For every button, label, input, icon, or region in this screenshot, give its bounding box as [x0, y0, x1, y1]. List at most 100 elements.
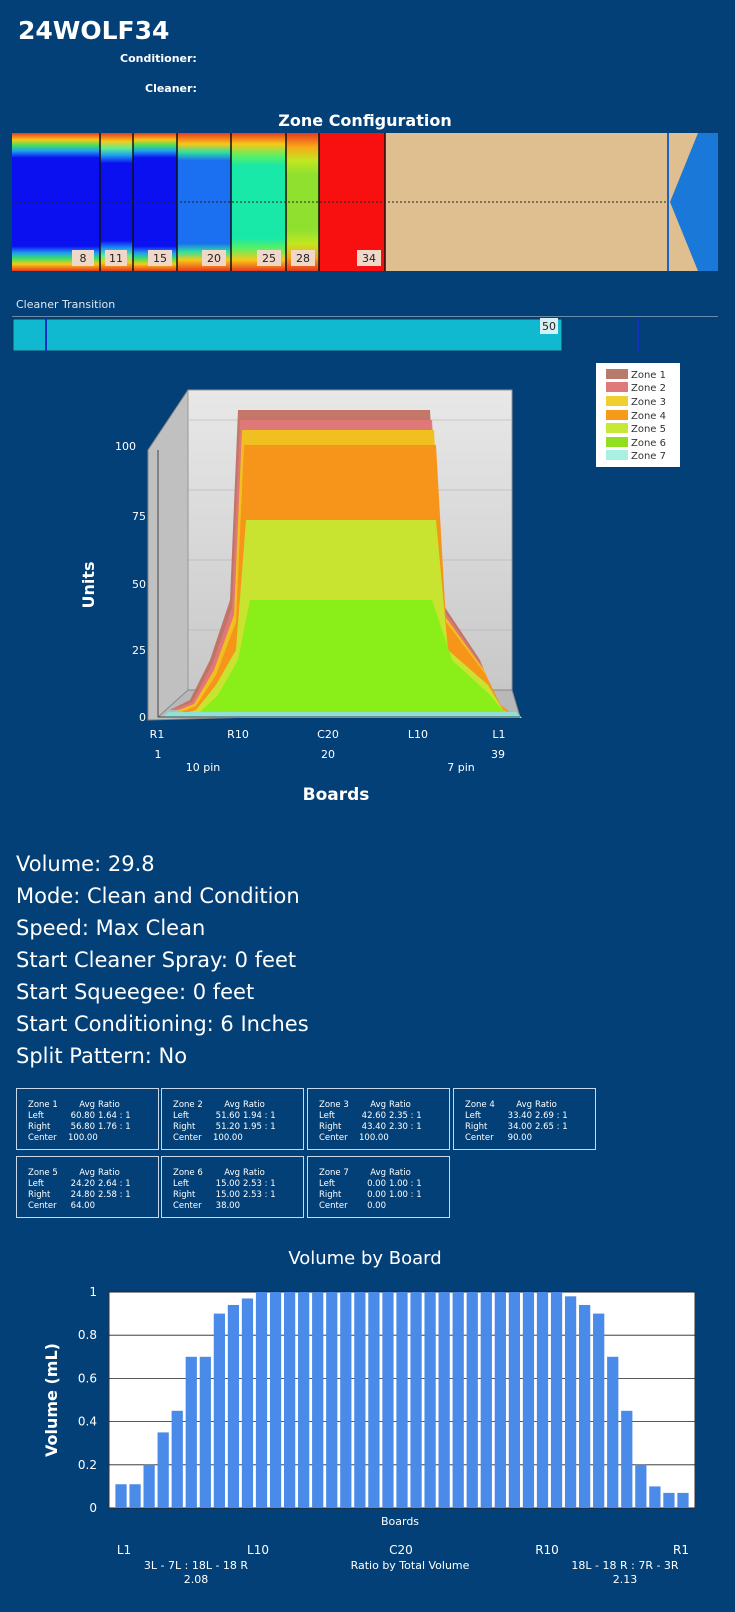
zone-ratio-cell: 1.00 : 1 — [389, 1190, 422, 1200]
zone-ratio-cell: 100.00 — [213, 1133, 243, 1143]
bar — [635, 1464, 647, 1508]
bar — [382, 1292, 394, 1508]
zone-ratio-cell: Right — [465, 1122, 488, 1132]
zone-ratio-cell: Right — [173, 1190, 196, 1200]
bar — [607, 1356, 619, 1508]
legend-swatch — [606, 369, 628, 379]
squeegee-text: Start Squeegee: 0 feet — [16, 980, 255, 1004]
zone-ratio-cell: Left — [173, 1179, 189, 1189]
bar — [452, 1292, 464, 1508]
split-pattern-text: Split Pattern: No — [16, 1044, 188, 1068]
zone-ratio-cell: Avg — [370, 1168, 386, 1178]
bar — [199, 1356, 211, 1508]
cleaner-transition-bar: 50 — [12, 318, 639, 352]
bar — [115, 1484, 127, 1508]
bar — [255, 1292, 268, 1508]
zone6-surface — [178, 600, 516, 718]
zone-ratio-cell: Right — [319, 1122, 342, 1132]
zone-ratio-cell: Left — [319, 1111, 335, 1121]
zone-ratio-cell: 2.35 : 1 — [389, 1111, 422, 1121]
zone-ratio-cell: 2.53 : 1 — [243, 1190, 276, 1200]
zone-marker-label: 20 — [207, 252, 221, 265]
zone-ratio-cell: 2.65 : 1 — [535, 1122, 568, 1132]
x-axis-label: Boards — [381, 1515, 419, 1528]
bar — [593, 1313, 605, 1508]
zone-ratio-cell: 2.53 : 1 — [243, 1179, 276, 1189]
ratio-left-value: 2.08 — [184, 1573, 209, 1586]
x-tick-label: L1 — [117, 1543, 131, 1557]
zone-ratio-cell: Right — [173, 1122, 196, 1132]
zone-ratio-cell: 64.00 — [70, 1201, 95, 1211]
zone-ratio-cell: Zone 6 — [173, 1168, 203, 1178]
zone-ratio-cell: 1.76 : 1 — [98, 1122, 131, 1132]
legend-item: Zone 2 — [631, 383, 666, 394]
zone-ratio-cell: Right — [28, 1190, 51, 1200]
bar — [283, 1292, 296, 1508]
bar — [241, 1298, 254, 1508]
y-axis-label: Units — [79, 561, 98, 608]
y-tick-label: 1 — [89, 1285, 97, 1299]
bar — [663, 1492, 675, 1508]
y-tick-label: 0.2 — [78, 1458, 97, 1472]
bar — [579, 1304, 591, 1508]
zone-marker-label: 25 — [262, 252, 276, 265]
zone-marker-label: 15 — [153, 252, 167, 265]
zone-marker-label: 34 — [362, 252, 376, 265]
board-number-label: 39 — [491, 748, 505, 761]
zone-ratio-cell: 24.20 — [70, 1179, 95, 1189]
zone-ratio-cell: 100.00 — [359, 1133, 389, 1143]
zone-ratio-cell: Ratio — [243, 1168, 265, 1178]
bar — [340, 1292, 352, 1508]
cleaner-transition-value: 50 — [542, 320, 556, 333]
zone-ratio-cell: Zone 3 — [319, 1100, 349, 1110]
ratio-right-label: 18L - 18 R : 7R - 3R — [571, 1559, 679, 1572]
zone-ratio-cell: 1.64 : 1 — [98, 1111, 131, 1121]
zone-ratio-cell: 60.80 — [70, 1111, 95, 1121]
zone-ratio-cell: 51.20 — [215, 1122, 240, 1132]
bar — [438, 1292, 450, 1508]
cleaner-spray-text: Start Cleaner Spray: 0 feet — [16, 948, 297, 972]
legend-swatch — [606, 437, 628, 447]
bar — [129, 1484, 141, 1508]
mode-text: Mode: Clean and Condition — [16, 884, 300, 908]
x-tick-label: R1 — [673, 1543, 689, 1557]
zone-ratio-cell: Left — [319, 1179, 335, 1189]
legend-swatch — [606, 450, 628, 460]
cleaner-transition-label: Cleaner Transition — [16, 298, 116, 311]
y-tick-label: 50 — [132, 578, 146, 591]
zone-ratio-cell: 0.00 — [367, 1201, 386, 1211]
zone-ratio-cell: 15.00 — [215, 1179, 240, 1189]
bar — [550, 1292, 563, 1508]
bar — [466, 1292, 478, 1508]
bar — [326, 1292, 338, 1508]
y-tick-label: 0.6 — [78, 1371, 97, 1385]
zone-ratio-cell: Center — [319, 1201, 348, 1211]
cleaner-label: Cleaner: — [145, 82, 197, 95]
zone-ratio-cell: 0.00 — [367, 1190, 386, 1200]
zone-ratio-cell: 34.00 — [507, 1122, 532, 1132]
legend-swatch — [606, 423, 628, 433]
bar — [410, 1292, 422, 1508]
zone-ratio-cell: 42.60 — [361, 1111, 386, 1121]
zone-ratio-cell: Zone 4 — [465, 1100, 495, 1110]
zone-ratio-cell: Center — [173, 1201, 202, 1211]
bar — [522, 1292, 535, 1508]
bar — [298, 1292, 310, 1508]
zone-ratio-cell: Ratio — [98, 1168, 120, 1178]
bar — [368, 1292, 380, 1508]
board-number-label: 20 — [321, 748, 335, 761]
zone-ratio-cell: Center — [465, 1133, 494, 1143]
zone-ratio-cell: Left — [28, 1179, 44, 1189]
x-tick-label: L1 — [492, 728, 505, 741]
zone-ratio-cell: Ratio — [389, 1100, 411, 1110]
bar — [508, 1292, 521, 1508]
zone-ratio-cell: 15.00 — [215, 1190, 240, 1200]
volume-by-board-chart: 0 0.2 0.4 0.6 0.8 1 Volume (mL) Boards L1 L10 C20 R… — [42, 1285, 696, 1586]
oil-pattern-3d-chart: 0 25 50 75 100 Units R1 R10 C20 L10 L1 1… — [79, 363, 680, 805]
conditioning-text: Start Conditioning: 6 Inches — [16, 1012, 309, 1036]
zone-ratio-cell: Ratio — [243, 1100, 265, 1110]
page-title: 24WOLF34 — [18, 16, 170, 45]
volume-text: Volume: 29.8 — [16, 852, 155, 876]
bar — [157, 1432, 169, 1508]
zone-ratio-cell: Center — [173, 1133, 202, 1143]
